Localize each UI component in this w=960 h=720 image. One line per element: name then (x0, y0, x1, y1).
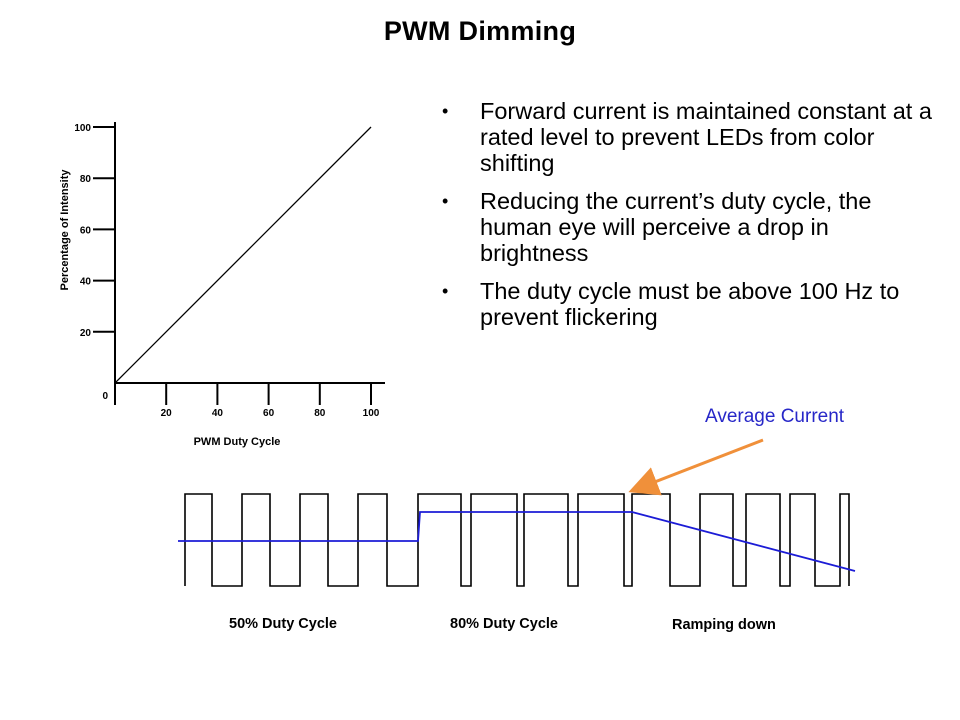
segment-label-50: 50% Duty Cycle (229, 616, 337, 632)
intensity-line (114, 126, 372, 384)
y-tick-label: 100 (74, 123, 91, 134)
average-current-arrow (628, 438, 764, 496)
y-tick-label: 80 (80, 174, 92, 185)
bullet-text: Reducing the current’s duty cycle, the h… (480, 188, 872, 266)
segment-label-ramp: Ramping down (672, 617, 776, 633)
bullet-icon: • (442, 101, 449, 121)
bullet-list: • Forward current is maintained constant… (440, 98, 940, 342)
bullet-icon: • (442, 281, 449, 301)
y-tick-label: 20 (80, 328, 92, 339)
x-tick-label: 40 (212, 408, 224, 419)
bullet-text: The duty cycle must be above 100 Hz to p… (480, 278, 900, 330)
y-axis-label: Percentage of Intensity (59, 169, 71, 291)
x-axis-label: PWM Duty Cycle (194, 436, 281, 448)
intensity-chart: 20 40 60 80 100 20 40 60 80 100 0 PWM Duty Cycle… (59, 122, 385, 448)
x-tick-label: 20 (161, 408, 173, 419)
segment-label-80: 80% Duty Cycle (450, 616, 558, 632)
y-tick-label: 40 (80, 277, 92, 288)
bullet-text: Forward current is maintained constant a… (480, 98, 932, 176)
pulse-train (184, 493, 850, 587)
origin-label: 0 (102, 391, 108, 402)
x-tick-label: 100 (363, 408, 380, 419)
y-tick-label: 60 (80, 225, 92, 236)
bullet-item: • Reducing the current’s duty cycle, the… (440, 188, 940, 266)
bullet-item: • The duty cycle must be above 100 Hz to… (440, 278, 940, 330)
average-current-label: Average Current (705, 406, 845, 427)
average-current-line (178, 511, 856, 572)
bullet-icon: • (442, 191, 449, 211)
x-tick-label: 80 (314, 408, 326, 419)
bullet-item: • Forward current is maintained constant… (440, 98, 940, 176)
x-tick-label: 60 (263, 408, 275, 419)
slide-title: PWM Dimming (383, 16, 577, 46)
